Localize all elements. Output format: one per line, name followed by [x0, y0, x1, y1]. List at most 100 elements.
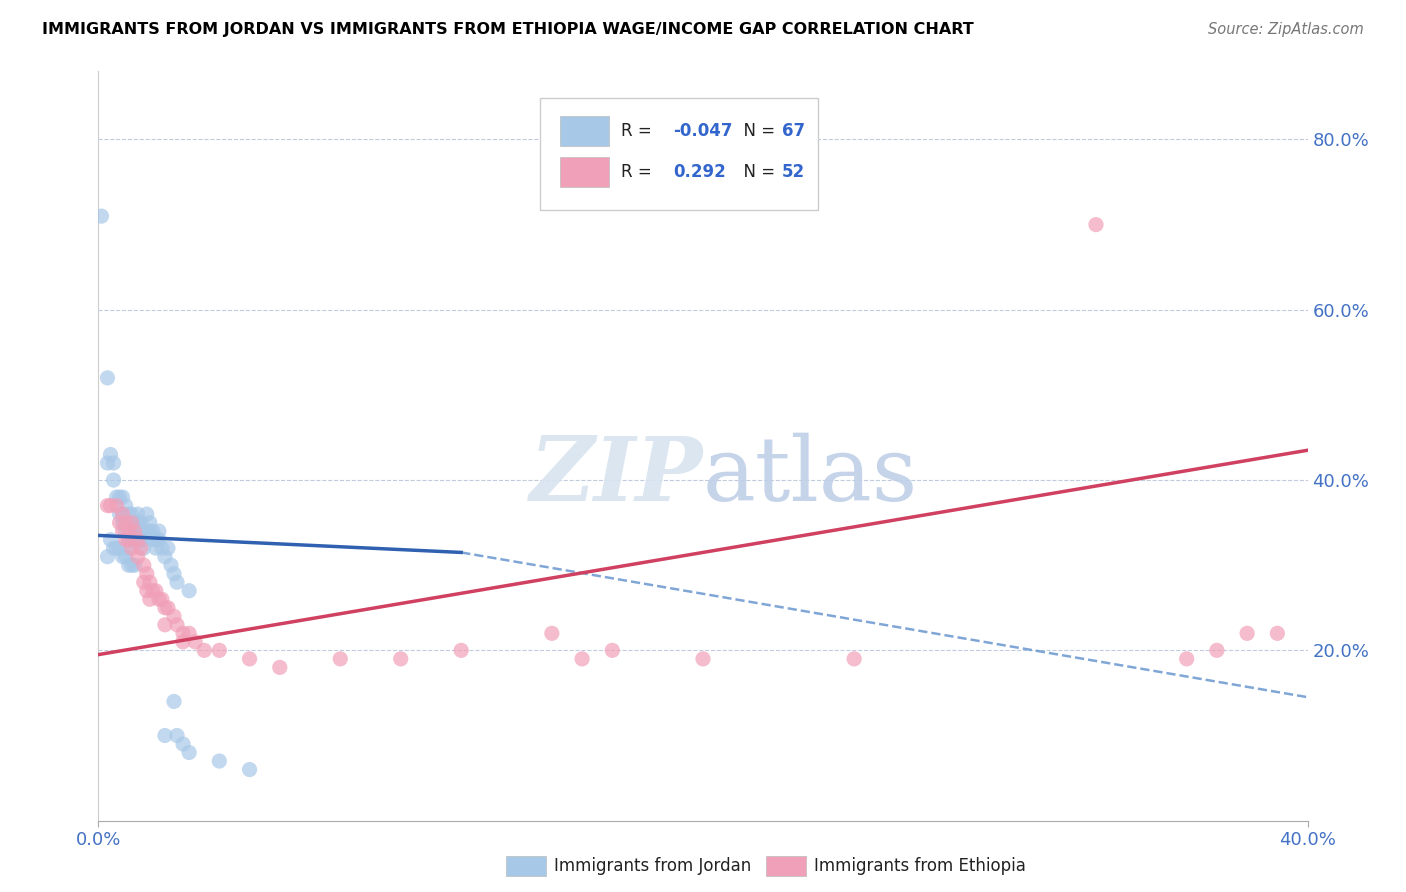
Point: [127, 516, 149, 530]
Point: [111, 507, 134, 521]
Text: ZIP: ZIP: [530, 433, 703, 519]
Point: [179, 746, 201, 760]
Point: [96, 549, 118, 564]
Point: [153, 617, 176, 632]
Point: [1267, 626, 1289, 640]
Point: [135, 566, 157, 581]
Point: [139, 524, 162, 538]
Point: [179, 626, 201, 640]
Point: [142, 533, 165, 547]
Point: [105, 499, 128, 513]
Point: [100, 448, 122, 462]
Point: [139, 575, 162, 590]
Point: [571, 652, 593, 666]
Point: [105, 490, 128, 504]
Point: [129, 533, 152, 547]
Point: [179, 583, 201, 598]
Point: [96, 371, 118, 385]
Text: Immigrants from Ethiopia: Immigrants from Ethiopia: [814, 857, 1026, 875]
Point: [160, 558, 183, 573]
Text: IMMIGRANTS FROM JORDAN VS IMMIGRANTS FROM ETHIOPIA WAGE/INCOME GAP CORRELATION C: IMMIGRANTS FROM JORDAN VS IMMIGRANTS FRO…: [42, 22, 974, 37]
Text: N =: N =: [734, 122, 780, 140]
Point: [105, 541, 128, 556]
Point: [90, 209, 112, 223]
Point: [163, 566, 186, 581]
Point: [1085, 218, 1108, 232]
Text: atlas: atlas: [703, 433, 918, 520]
Point: [118, 533, 141, 547]
Point: [111, 490, 134, 504]
Text: -0.047: -0.047: [672, 122, 733, 140]
Point: [124, 558, 146, 573]
Point: [121, 516, 143, 530]
Point: [121, 507, 143, 521]
Point: [103, 473, 125, 487]
Point: [124, 516, 146, 530]
Text: N =: N =: [734, 162, 780, 181]
Point: [114, 516, 136, 530]
Point: [108, 516, 131, 530]
Point: [540, 626, 562, 640]
Point: [108, 541, 131, 556]
Point: [208, 754, 231, 768]
Point: [142, 524, 165, 538]
Point: [124, 533, 146, 547]
Point: [132, 541, 155, 556]
Point: [135, 507, 157, 521]
Point: [124, 524, 146, 538]
Point: [150, 541, 173, 556]
Point: [127, 549, 149, 564]
Point: [108, 507, 131, 521]
Point: [111, 524, 134, 538]
FancyBboxPatch shape: [540, 97, 818, 210]
Point: [114, 549, 136, 564]
Point: [108, 490, 131, 504]
Point: [129, 541, 152, 556]
Point: [132, 575, 155, 590]
Point: [239, 763, 262, 777]
Point: [121, 558, 143, 573]
Point: [208, 643, 231, 657]
Point: [156, 600, 179, 615]
Point: [153, 600, 176, 615]
Point: [269, 660, 291, 674]
Point: [118, 507, 141, 521]
Point: [132, 558, 155, 573]
Point: [166, 617, 188, 632]
FancyBboxPatch shape: [561, 116, 609, 146]
Point: [135, 583, 157, 598]
Point: [602, 643, 624, 657]
Point: [172, 737, 194, 751]
Text: 67: 67: [782, 122, 804, 140]
Point: [103, 541, 125, 556]
Point: [153, 549, 176, 564]
Point: [114, 516, 136, 530]
Text: R =: R =: [621, 122, 657, 140]
Point: [156, 541, 179, 556]
Point: [1236, 626, 1258, 640]
Point: [111, 549, 134, 564]
Point: [121, 533, 143, 547]
Point: [132, 533, 155, 547]
Point: [193, 643, 215, 657]
Point: [150, 592, 173, 607]
Point: [114, 533, 136, 547]
Point: [118, 541, 141, 556]
Point: [118, 516, 141, 530]
Point: [127, 507, 149, 521]
Point: [1175, 652, 1198, 666]
Point: [124, 524, 146, 538]
Point: [145, 541, 167, 556]
Point: [163, 609, 186, 624]
Point: [148, 533, 170, 547]
Text: Immigrants from Jordan: Immigrants from Jordan: [554, 857, 751, 875]
Point: [96, 456, 118, 470]
Point: [111, 507, 134, 521]
Point: [166, 575, 188, 590]
Point: [111, 516, 134, 530]
Point: [148, 524, 170, 538]
Point: [153, 729, 176, 743]
Point: [163, 694, 186, 708]
Y-axis label: Wage/Income Gap: Wage/Income Gap: [0, 370, 8, 522]
Point: [142, 583, 165, 598]
